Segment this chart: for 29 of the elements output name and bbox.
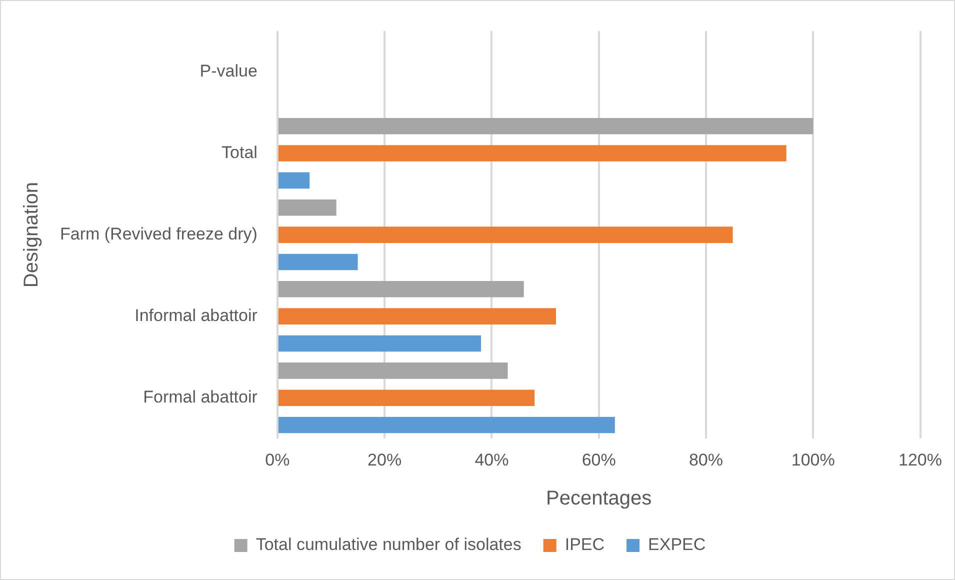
x-tick-label: 120% — [898, 450, 942, 470]
x-tick-label: 20% — [368, 450, 402, 470]
y-tick-label: Farm (Revived freeze dry) — [60, 224, 258, 244]
bar — [278, 280, 524, 298]
bar — [278, 254, 358, 270]
legend-label: EXPEC — [648, 535, 706, 554]
y-tick-label: Informal abattoir — [134, 306, 258, 326]
bar — [278, 390, 535, 406]
x-tick-label: 80% — [688, 450, 723, 470]
bar — [278, 172, 310, 189]
x-tick-label: 0% — [265, 450, 290, 470]
bar — [278, 226, 733, 243]
x-axis-title: Pecentages — [546, 488, 652, 510]
bar — [278, 335, 481, 352]
bar — [278, 145, 786, 162]
y-tick-label: P-value — [200, 61, 258, 80]
x-tick-label: 40% — [474, 450, 509, 470]
x-tick-label: 100% — [791, 450, 835, 470]
bar — [278, 362, 508, 379]
y-tick-label: Total — [222, 142, 258, 162]
bar — [278, 118, 814, 134]
bar — [278, 416, 615, 434]
legend-label: IPEC — [564, 535, 605, 554]
y-axis-title: Designation — [20, 182, 43, 288]
legend-label: Total cumulative number of isolates — [256, 535, 522, 554]
y-tick-label: Formal abattoir — [143, 388, 258, 407]
bar — [278, 199, 336, 216]
bar — [278, 308, 556, 324]
x-tick-label: 60% — [582, 450, 616, 470]
